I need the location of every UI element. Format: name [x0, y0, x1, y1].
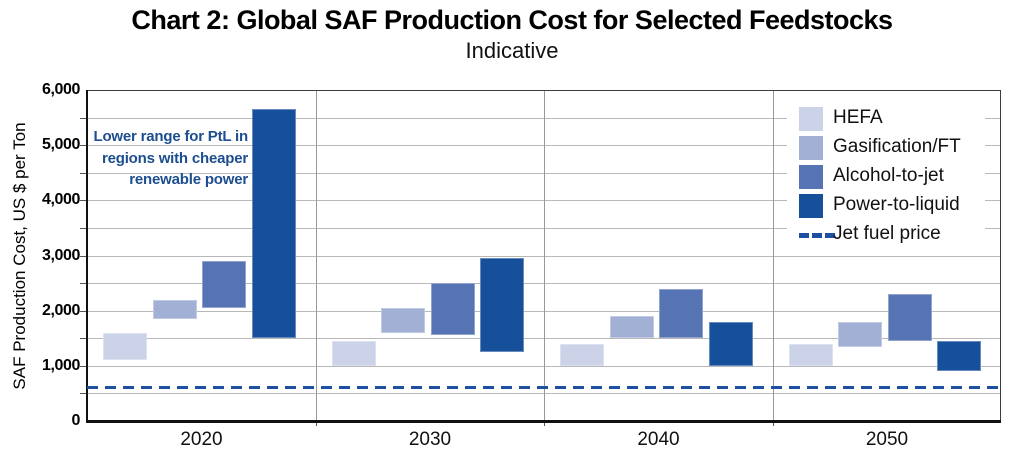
legend-label: Jet fuel price [833, 223, 941, 244]
bar-power-to-liquid-2030 [480, 258, 524, 353]
legend-swatch-gasification-ft [799, 136, 823, 160]
chart-title: Chart 2: Global SAF Production Cost for … [131, 5, 893, 35]
chart-subtitle: Indicative [465, 38, 559, 63]
y-axis-tick [80, 365, 87, 367]
x-axis-tick [544, 422, 545, 426]
bar-gasification-ft-2040 [609, 316, 654, 339]
bar-hefa-2020 [103, 332, 147, 361]
reference-line-jet-fuel-price [87, 385, 1001, 389]
x-tick-label-2040: 2040 [637, 429, 680, 450]
legend-swatch-power-to-liquid [799, 194, 823, 218]
y-axis-tick [80, 338, 87, 340]
legend-swatch-hefa [799, 107, 823, 131]
y-axis-tick [80, 200, 87, 202]
annotation-line: Lower range for PtL in [93, 128, 248, 145]
group-divider [315, 90, 317, 421]
plot-border-top [87, 90, 1001, 91]
y-axis-tick [80, 393, 87, 395]
legend-label: Alcohol-to-jet [833, 165, 944, 186]
legend-item-alcohol-to-jet: Alcohol-to-jet [787, 163, 985, 192]
group-divider [544, 90, 545, 421]
y-axis-tick [80, 255, 87, 257]
annotation-line: regions with cheaper [101, 149, 248, 167]
y-tick-label-6000: 6,000 [41, 81, 80, 98]
y-axis-tick [80, 227, 87, 229]
plot-area [80, 90, 1001, 426]
y-tick-label-3000: 3,000 [41, 246, 80, 264]
legend-item-gasification-ft: Gasification/FT [787, 134, 985, 163]
bar-hefa-2050 [788, 343, 833, 366]
y-axis-tick [80, 145, 87, 147]
legend-label: Power-to-liquid [833, 194, 960, 215]
bar-alcohol-to-jet-2040 [659, 288, 703, 339]
annotation-line: renewable power [129, 171, 248, 188]
bar-alcohol-to-jet-2020 [202, 261, 246, 308]
legend-item-power-to-liquid: Power-to-liquid [787, 192, 985, 221]
legend-item-jet-fuel-price: Jet fuel price [787, 221, 985, 250]
bar-power-to-liquid-2020 [251, 109, 296, 339]
annotation-ptl-note: Lower range for PtL in regions with cheap… [93, 126, 248, 191]
bar-alcohol-to-jet-2050 [887, 294, 932, 341]
y-tick-label-4000: 4,000 [41, 191, 80, 209]
y-axis-tick [80, 172, 87, 174]
y-axis-tick [80, 117, 87, 119]
y-tick-label-1000: 1,000 [41, 356, 80, 374]
dashed-line-swatch [799, 233, 835, 238]
y-tick-label-0: 0 [71, 412, 81, 429]
bar-gasification-ft-2050 [838, 321, 882, 347]
legend-swatch-alcohol-to-jet [799, 165, 823, 189]
x-tick-label-2030: 2030 [408, 429, 452, 450]
legend-label: HEFA [833, 107, 883, 128]
x-tick-label-2050: 2050 [865, 429, 909, 450]
legend-item-hefa: HEFA [787, 105, 985, 134]
plot-border-right [1000, 90, 1001, 421]
y-axis-tick [80, 283, 87, 285]
y-tick-label-5000: 5,000 [41, 136, 80, 154]
y-axis-line [86, 90, 88, 421]
legend-label: Gasification/FT [833, 136, 961, 157]
bar-hefa-2030 [331, 341, 376, 366]
bar-gasification-ft-2020 [152, 299, 197, 319]
y-axis-tick [80, 310, 87, 312]
legend: HEFA Gasification/FT Alcohol-to-jet Power-t… [787, 97, 985, 244]
x-axis-tick [315, 422, 317, 426]
bar-power-to-liquid-2040 [708, 321, 753, 366]
group-divider [772, 90, 774, 421]
x-tick-label-2020: 2020 [180, 429, 223, 450]
x-axis-line [86, 420, 1001, 423]
bar-hefa-2040 [560, 343, 604, 366]
y-tick-label-2000: 2,000 [41, 301, 80, 319]
bar-alcohol-to-jet-2030 [430, 283, 475, 336]
bar-power-to-liquid-2050 [937, 341, 981, 372]
x-axis-tick [772, 422, 774, 426]
bar-gasification-ft-2030 [381, 307, 425, 333]
